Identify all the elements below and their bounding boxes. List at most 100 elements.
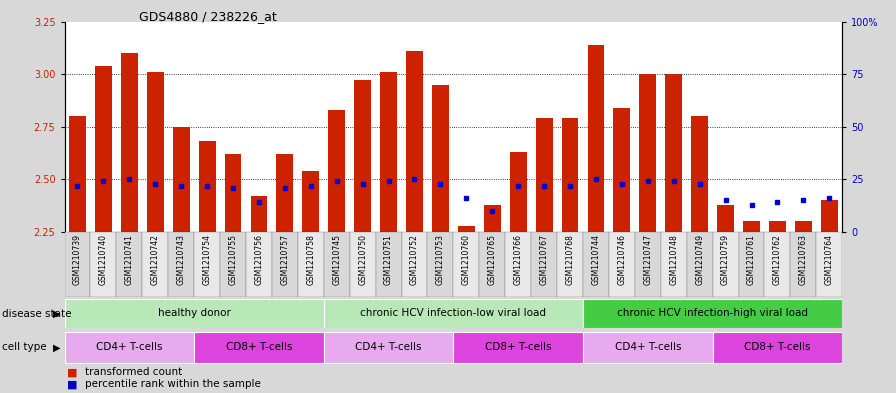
Text: CD4+ T-cells: CD4+ T-cells	[96, 342, 162, 353]
Text: GSM1210749: GSM1210749	[695, 234, 704, 285]
Text: CD4+ T-cells: CD4+ T-cells	[356, 342, 422, 353]
Text: GSM1210751: GSM1210751	[384, 234, 393, 285]
Bar	[640, 74, 656, 232]
FancyBboxPatch shape	[116, 232, 142, 297]
Text: ▶: ▶	[53, 309, 60, 319]
Bar	[380, 72, 397, 232]
FancyBboxPatch shape	[738, 232, 764, 297]
Text: ▶: ▶	[53, 342, 60, 353]
Bar	[121, 53, 138, 232]
FancyBboxPatch shape	[583, 332, 712, 363]
Text: GSM1210759: GSM1210759	[721, 234, 730, 285]
Text: ■: ■	[67, 379, 78, 389]
Bar	[484, 204, 501, 232]
FancyBboxPatch shape	[790, 232, 816, 297]
Bar	[717, 204, 734, 232]
Bar	[458, 226, 475, 232]
FancyBboxPatch shape	[323, 232, 349, 297]
Bar	[147, 72, 164, 232]
Bar	[743, 221, 760, 232]
Text: GSM1210760: GSM1210760	[461, 234, 470, 285]
FancyBboxPatch shape	[297, 232, 323, 297]
FancyBboxPatch shape	[764, 232, 790, 297]
FancyBboxPatch shape	[323, 299, 583, 328]
Bar	[614, 108, 630, 232]
Bar	[536, 118, 553, 232]
FancyBboxPatch shape	[505, 232, 531, 297]
Bar	[328, 110, 345, 232]
Text: ■: ■	[67, 367, 78, 377]
Bar	[691, 116, 708, 232]
Bar	[795, 221, 812, 232]
Text: GSM1210757: GSM1210757	[280, 234, 289, 285]
Text: CD8+ T-cells: CD8+ T-cells	[485, 342, 551, 353]
Bar	[588, 45, 605, 232]
Bar	[562, 118, 579, 232]
Text: GSM1210761: GSM1210761	[747, 234, 756, 285]
Text: percentile rank within the sample: percentile rank within the sample	[85, 379, 261, 389]
Text: healthy donor: healthy donor	[158, 309, 230, 318]
FancyBboxPatch shape	[583, 299, 842, 328]
Bar	[95, 66, 112, 232]
Text: GSM1210748: GSM1210748	[669, 234, 678, 285]
Text: CD8+ T-cells: CD8+ T-cells	[745, 342, 811, 353]
Text: GSM1210753: GSM1210753	[436, 234, 445, 285]
Text: GSM1210739: GSM1210739	[73, 234, 82, 285]
Text: GSM1210745: GSM1210745	[332, 234, 341, 285]
Bar	[666, 74, 682, 232]
Text: chronic HCV infection-high viral load: chronic HCV infection-high viral load	[617, 309, 808, 318]
Text: CD4+ T-cells: CD4+ T-cells	[615, 342, 681, 353]
FancyBboxPatch shape	[323, 332, 453, 363]
Bar	[432, 84, 449, 232]
Text: GSM1210746: GSM1210746	[617, 234, 626, 285]
FancyBboxPatch shape	[90, 232, 116, 297]
Bar	[69, 116, 86, 232]
FancyBboxPatch shape	[194, 232, 220, 297]
FancyBboxPatch shape	[583, 232, 609, 297]
FancyBboxPatch shape	[401, 232, 427, 297]
Bar	[769, 221, 786, 232]
FancyBboxPatch shape	[712, 332, 842, 363]
Bar	[225, 154, 241, 232]
Text: GSM1210740: GSM1210740	[99, 234, 108, 285]
FancyBboxPatch shape	[194, 332, 323, 363]
Bar	[510, 152, 527, 232]
Bar	[354, 81, 371, 232]
Text: GSM1210743: GSM1210743	[177, 234, 185, 285]
Text: GSM1210758: GSM1210758	[306, 234, 315, 285]
Text: GSM1210762: GSM1210762	[773, 234, 782, 285]
Text: GDS4880 / 238226_at: GDS4880 / 238226_at	[139, 10, 277, 23]
FancyBboxPatch shape	[375, 232, 401, 297]
Bar	[821, 200, 838, 232]
Text: GSM1210766: GSM1210766	[513, 234, 522, 285]
FancyBboxPatch shape	[453, 332, 583, 363]
Text: GSM1210741: GSM1210741	[125, 234, 134, 285]
Text: GSM1210765: GSM1210765	[487, 234, 496, 285]
FancyBboxPatch shape	[816, 232, 842, 297]
FancyBboxPatch shape	[427, 232, 453, 297]
FancyBboxPatch shape	[660, 232, 686, 297]
Text: GSM1210763: GSM1210763	[799, 234, 808, 285]
FancyBboxPatch shape	[531, 232, 557, 297]
FancyBboxPatch shape	[349, 232, 375, 297]
FancyBboxPatch shape	[453, 232, 479, 297]
FancyBboxPatch shape	[686, 232, 712, 297]
Text: GSM1210754: GSM1210754	[202, 234, 211, 285]
Text: cell type: cell type	[2, 342, 47, 353]
FancyBboxPatch shape	[65, 299, 323, 328]
Bar	[199, 141, 216, 232]
Bar	[302, 171, 319, 232]
FancyBboxPatch shape	[168, 232, 194, 297]
Bar	[277, 154, 293, 232]
Text: GSM1210767: GSM1210767	[539, 234, 548, 285]
FancyBboxPatch shape	[65, 332, 194, 363]
Text: GSM1210747: GSM1210747	[643, 234, 652, 285]
Bar	[406, 51, 423, 232]
FancyBboxPatch shape	[65, 232, 90, 297]
Bar	[251, 196, 267, 232]
FancyBboxPatch shape	[142, 232, 168, 297]
FancyBboxPatch shape	[609, 232, 635, 297]
Text: GSM1210756: GSM1210756	[254, 234, 263, 285]
FancyBboxPatch shape	[246, 232, 271, 297]
FancyBboxPatch shape	[220, 232, 246, 297]
